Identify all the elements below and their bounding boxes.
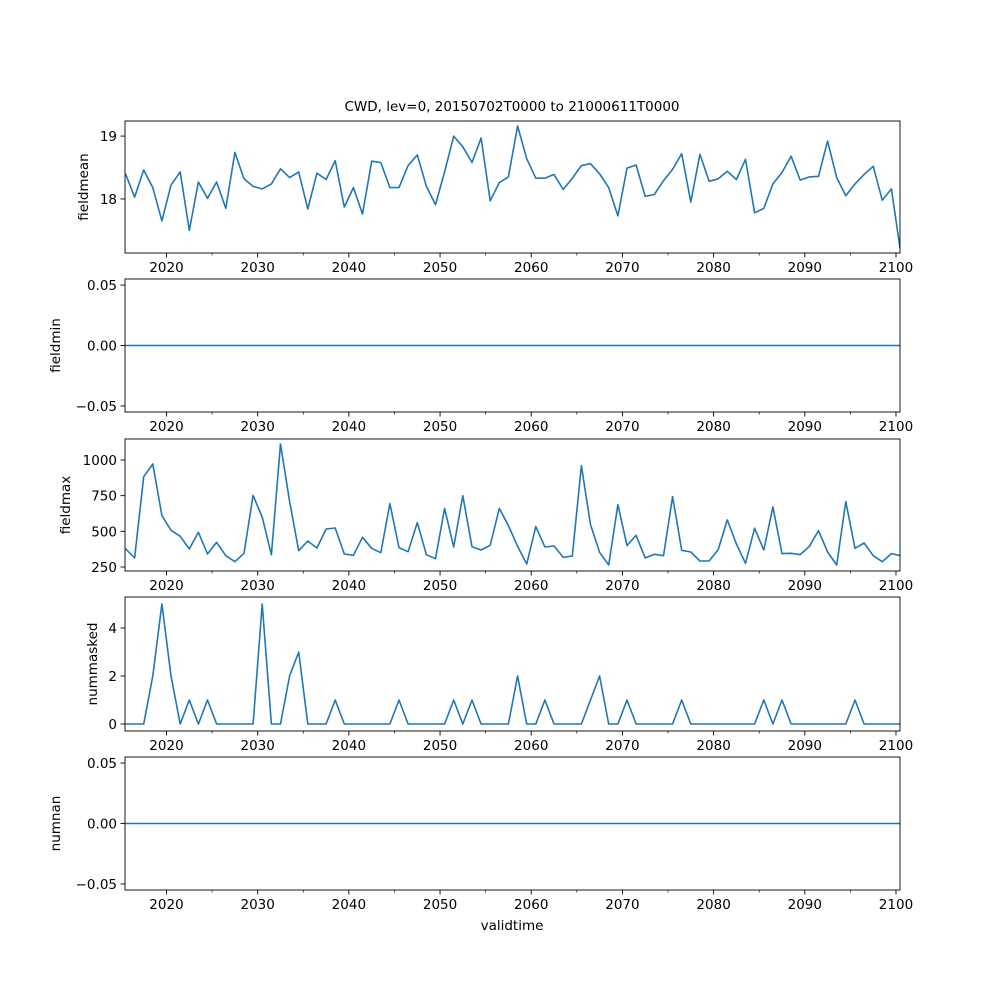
subplot-nummasked: 2020 2030 2040 2050 2060 2070 2080 2090 2100 0 2 4n… bbox=[85, 596, 913, 754]
x-tick-label: 2100 bbox=[879, 897, 913, 913]
subplots: 2020 2030 2040 2050 2060 2070 2080 2090 2100 18 19… bbox=[48, 120, 913, 913]
x-tick-label: 2070 bbox=[605, 578, 639, 594]
y-tick-label: 750 bbox=[91, 489, 117, 505]
x-tick-label: 2020 bbox=[149, 578, 183, 594]
series-line-nummasked bbox=[125, 603, 900, 725]
y-axis-label: fieldmin bbox=[48, 318, 64, 373]
x-tick-label: 2020 bbox=[149, 419, 183, 435]
x-tick-label: 2090 bbox=[788, 738, 822, 754]
axes-frame bbox=[124, 596, 901, 732]
x-tick-label: 2040 bbox=[332, 578, 366, 594]
y-tick-label: 0 bbox=[108, 717, 117, 733]
x-tick-label: 2060 bbox=[514, 260, 548, 276]
y-tick-label: 250 bbox=[91, 560, 117, 576]
y-tick-label: 1000 bbox=[83, 453, 117, 469]
x-tick-label: 2040 bbox=[332, 419, 366, 435]
y-tick-label: 0.00 bbox=[87, 339, 117, 355]
y-tick-label: 4 bbox=[108, 621, 117, 637]
y-tick-label: −0.05 bbox=[76, 877, 117, 893]
x-tick-label: 2060 bbox=[514, 897, 548, 913]
x-tick-label: 2050 bbox=[423, 260, 457, 276]
x-tick-label: 2080 bbox=[696, 738, 730, 754]
x-tick-label: 2050 bbox=[423, 738, 457, 754]
x-tick-label: 2090 bbox=[788, 578, 822, 594]
x-tick-label: 2100 bbox=[879, 578, 913, 594]
x-tick-label: 2060 bbox=[514, 419, 548, 435]
x-tick-label: 2090 bbox=[788, 897, 822, 913]
x-tick-label: 2100 bbox=[879, 419, 913, 435]
x-tick-label: 2060 bbox=[514, 738, 548, 754]
x-tick-label: 2040 bbox=[332, 738, 366, 754]
x-tick-label: 2080 bbox=[696, 260, 730, 276]
y-tick-label: 0.05 bbox=[87, 278, 117, 294]
x-tick-label: 2020 bbox=[149, 738, 183, 754]
x-tick-label: 2070 bbox=[605, 738, 639, 754]
y-tick-label: 19 bbox=[100, 129, 117, 145]
axes-frame bbox=[124, 438, 901, 572]
y-tick-label: 0.00 bbox=[87, 817, 117, 833]
subplot-fieldmax: 2020 2030 2040 2050 2060 2070 2080 2090 2100 250 5… bbox=[58, 438, 913, 594]
x-tick-label: 2100 bbox=[879, 738, 913, 754]
x-tick-label: 2080 bbox=[696, 419, 730, 435]
x-tick-label: 2100 bbox=[879, 260, 913, 276]
x-tick-label: 2040 bbox=[332, 260, 366, 276]
x-tick-label: 2030 bbox=[240, 578, 274, 594]
x-tick-label: 2070 bbox=[605, 419, 639, 435]
x-tick-label: 2050 bbox=[423, 897, 457, 913]
x-tick-label: 2020 bbox=[149, 260, 183, 276]
y-tick-label: −0.05 bbox=[76, 399, 117, 415]
x-tick-label: 2030 bbox=[240, 897, 274, 913]
y-tick-label: 18 bbox=[100, 192, 117, 208]
x-tick-label: 2050 bbox=[423, 578, 457, 594]
subplot-fieldmin: 2020 2030 2040 2050 2060 2070 2080 2090 2100 −0.0… bbox=[48, 278, 913, 435]
x-tick-label: 2030 bbox=[240, 419, 274, 435]
subplot-numnan: 2020 2030 2040 2050 2060 2070 2080 2090 2100 −0.0… bbox=[48, 756, 913, 913]
x-tick-label: 2070 bbox=[605, 260, 639, 276]
y-axis-label: numnan bbox=[48, 796, 64, 852]
x-tick-label: 2070 bbox=[605, 897, 639, 913]
y-tick-label: 0.05 bbox=[87, 756, 117, 772]
x-tick-label: 2050 bbox=[423, 419, 457, 435]
series-line-fieldmax bbox=[125, 443, 900, 566]
chart-title: CWD, lev=0, 20150702T0000 to 21000611T00… bbox=[344, 99, 679, 115]
x-tick-label: 2030 bbox=[240, 738, 274, 754]
x-tick-label: 2060 bbox=[514, 578, 548, 594]
x-tick-label: 2030 bbox=[240, 260, 274, 276]
y-axis-label: fieldmean bbox=[76, 153, 92, 220]
x-tick-label: 2090 bbox=[788, 260, 822, 276]
y-tick-label: 2 bbox=[108, 669, 117, 685]
y-axis-label: fieldmax bbox=[58, 476, 74, 535]
x-tick-label: 2080 bbox=[696, 897, 730, 913]
subplot-fieldmean: 2020 2030 2040 2050 2060 2070 2080 2090 2100 18 19… bbox=[76, 120, 913, 276]
series-line-fieldmean bbox=[125, 125, 900, 249]
axes-frame bbox=[124, 120, 901, 254]
x-tick-label: 2020 bbox=[149, 897, 183, 913]
y-axis-label: nummasked bbox=[85, 623, 101, 706]
x-axis-label: validtime bbox=[481, 918, 544, 934]
x-tick-label: 2090 bbox=[788, 419, 822, 435]
y-tick-label: 500 bbox=[91, 524, 117, 540]
x-tick-label: 2080 bbox=[696, 578, 730, 594]
x-tick-label: 2040 bbox=[332, 897, 366, 913]
